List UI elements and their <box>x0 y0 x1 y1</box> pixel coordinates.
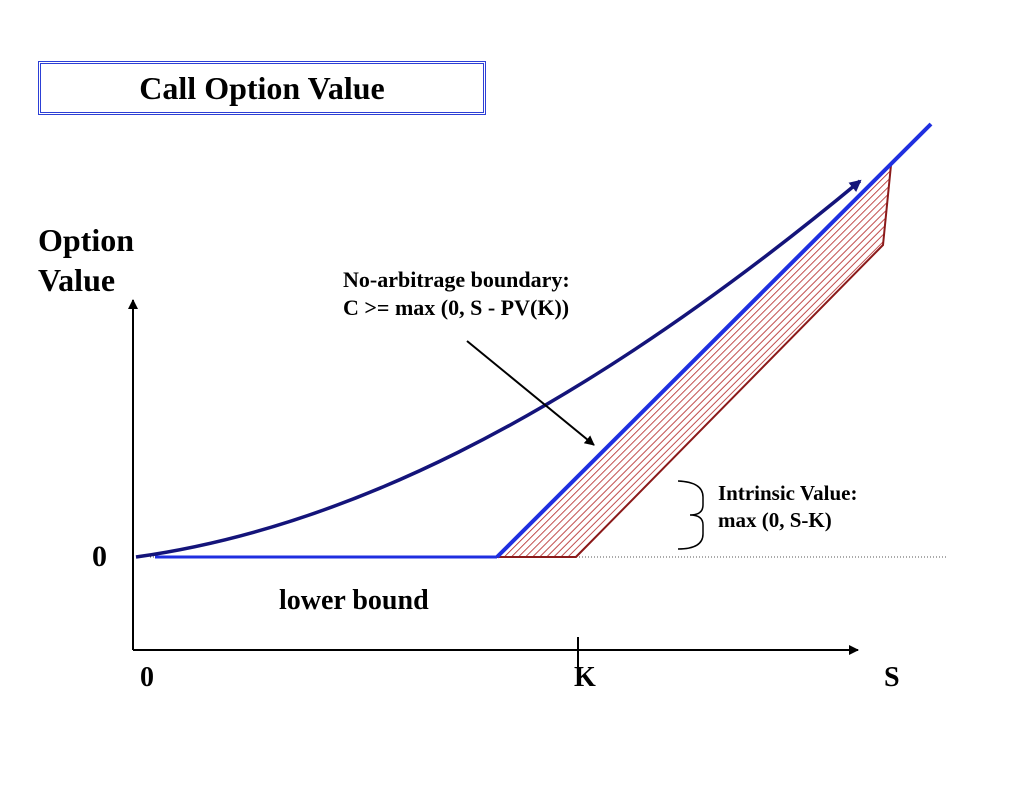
y-zero-label: 0 <box>92 540 107 573</box>
no-arbitrage-label: No-arbitrage boundary: C >= max (0, S - … <box>343 266 570 322</box>
intrinsic-value-label-line2: max (0, S-K) <box>718 508 832 532</box>
no-arbitrage-line <box>495 122 933 559</box>
intrinsic-value-label-line1: Intrinsic Value: <box>718 481 858 505</box>
y-axis-label: Option Value <box>38 220 134 300</box>
lower-bound-label: lower bound <box>279 585 429 616</box>
page-title: Call Option Value <box>139 69 385 106</box>
intrinsic-value-line <box>497 164 892 558</box>
x-axis-label: S <box>884 662 900 693</box>
x-zero-label: 0 <box>140 662 154 693</box>
option-value-curve <box>135 179 862 559</box>
title-box: Call Option Value <box>38 61 486 115</box>
y-axis-label-line2: Value <box>38 262 116 298</box>
intrinsic-brace <box>677 480 704 550</box>
no-arbitrage-pointer-arrow <box>466 340 595 446</box>
intrinsic-value-label: Intrinsic Value: max (0, S-K) <box>718 480 857 534</box>
no-arbitrage-label-line1: No-arbitrage boundary: <box>343 267 570 292</box>
no-arbitrage-label-line2: C >= max (0, S - PV(K)) <box>343 295 570 320</box>
strike-label: K <box>574 662 596 693</box>
y-axis-label-line1: Option <box>38 222 135 258</box>
